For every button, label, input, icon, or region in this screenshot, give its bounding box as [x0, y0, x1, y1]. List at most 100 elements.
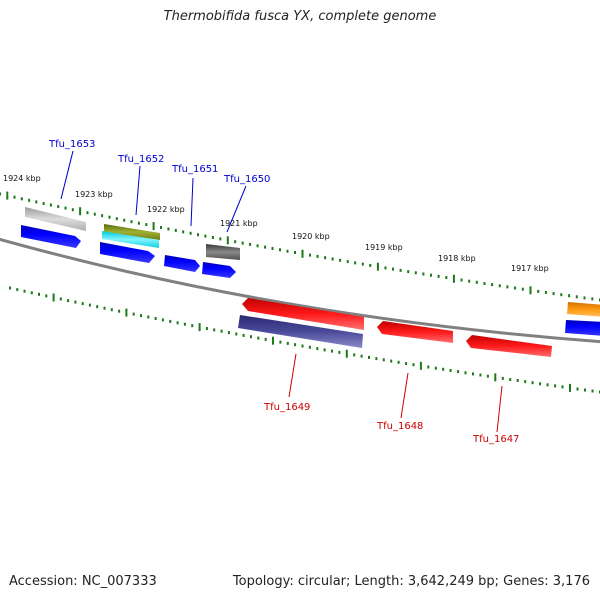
leader-tfu-1648 [400, 372, 409, 419]
inner-minor-tick [449, 369, 452, 372]
outer-minor-tick [468, 279, 471, 283]
gene-label-tfu-1650[interactable]: Tfu_1650 [223, 174, 270, 185]
gene-tfu-1647-arrow[interactable] [466, 335, 552, 357]
gene-tfu-1652-cyan[interactable] [102, 231, 159, 248]
outer-minor-tick [316, 254, 319, 258]
outer-minor-tick [174, 228, 177, 232]
outer-minor-tick [57, 205, 60, 209]
outer-minor-tick [369, 263, 372, 267]
gene-tfu-1653-bar[interactable] [25, 207, 86, 231]
inner-minor-tick [501, 376, 504, 380]
inner-tick-ruler [9, 286, 600, 394]
outer-minor-tick [422, 272, 425, 276]
gene-label-tfu-1651[interactable]: Tfu_1651 [171, 164, 218, 175]
inner-minor-tick [591, 389, 594, 393]
outer-minor-tick [498, 284, 501, 288]
outer-minor-tick [28, 198, 31, 202]
inner-minor-tick [110, 308, 113, 312]
outer-minor-tick [384, 266, 387, 270]
inner-minor-tick [464, 371, 467, 375]
inner-minor-tick [286, 341, 289, 345]
outer-minor-tick [361, 262, 364, 266]
gene-orange-bar[interactable] [567, 302, 600, 317]
inner-minor-tick [38, 292, 40, 296]
gene-tfu-1648-arrow[interactable] [377, 321, 453, 343]
outer-minor-tick [407, 270, 410, 274]
outer-minor-tick [437, 274, 440, 278]
inner-minor-tick [412, 363, 415, 367]
outer-major-tick [152, 222, 155, 231]
inner-minor-tick [132, 312, 135, 316]
outer-minor-tick [491, 283, 494, 287]
gene-label-tfu-1648[interactable]: Tfu_1648 [376, 421, 423, 432]
inner-minor-tick [584, 388, 586, 392]
genome-summary: Topology: circular; Length: 3,642,249 bp… [232, 574, 590, 589]
inner-minor-tick [294, 343, 297, 347]
inner-minor-tick [176, 321, 179, 325]
inner-minor-tick [118, 309, 121, 313]
gene-label-tfu-1647[interactable]: Tfu_1647 [472, 434, 519, 445]
outer-minor-tick [354, 261, 357, 265]
inner-minor-tick [220, 329, 223, 333]
inner-minor-tick [45, 294, 48, 298]
outer-minor-tick [49, 203, 52, 207]
gene-tfu-1649-bar[interactable] [238, 315, 363, 348]
inner-minor-tick [486, 374, 489, 378]
gene-tfu-1650-arrow[interactable] [202, 262, 236, 278]
gene-label-tfu-1649[interactable]: Tfu_1649 [263, 402, 310, 413]
gene-label-tfu-1652[interactable]: Tfu_1652 [117, 154, 164, 165]
outer-minor-tick [204, 234, 207, 238]
inner-minor-tick [375, 357, 378, 361]
inner-minor-tick [213, 328, 216, 332]
inner-minor-tick [479, 373, 482, 377]
outer-minor-tick [339, 258, 342, 262]
inner-major-tick [272, 336, 274, 345]
outer-minor-tick [101, 214, 104, 218]
outer-major-tick [6, 191, 9, 200]
outer-minor-tick [13, 195, 16, 199]
gene-tfu-1650-bar[interactable] [206, 244, 240, 260]
inner-minor-tick [331, 349, 333, 353]
inner-minor-tick [531, 381, 534, 385]
outer-minor-tick [264, 245, 267, 249]
outer-major-tick [529, 286, 532, 295]
inner-minor-tick [338, 350, 341, 354]
outer-minor-tick [575, 295, 578, 299]
outer-minor-tick [219, 237, 222, 241]
gene-tfu-1651-arrow[interactable] [164, 255, 200, 272]
outer-minor-tick [160, 226, 162, 229]
inner-minor-tick [323, 348, 326, 352]
outer-minor-tick [108, 215, 111, 219]
inner-minor-tick [434, 366, 437, 370]
inner-minor-tick [103, 306, 106, 310]
outer-minor-tick [537, 289, 540, 293]
ruler-label-1922: 1922 kbp [147, 205, 185, 214]
inner-major-tick [569, 383, 571, 392]
inner-minor-tick [368, 355, 370, 359]
outer-minor-tick [42, 202, 45, 205]
outer-minor-tick [93, 212, 96, 216]
inner-minor-tick [250, 335, 252, 339]
inner-minor-tick [316, 347, 319, 351]
outer-minor-tick [71, 208, 74, 212]
outer-minor-tick [392, 267, 394, 271]
inner-minor-tick [205, 327, 208, 330]
inner-minor-tick [16, 288, 19, 292]
gene-tfu-1653-arrow[interactable] [21, 225, 81, 248]
gene-right-arrow[interactable] [565, 320, 600, 336]
gene-label-tfu-1653[interactable]: Tfu_1653 [48, 139, 95, 150]
inner-minor-tick [427, 365, 430, 369]
outer-minor-tick [123, 218, 126, 222]
outer-minor-tick [568, 294, 571, 298]
gene-tfu-1652-arrow[interactable] [100, 242, 155, 263]
leader-tfu-1653 [60, 150, 74, 200]
outer-major-tick [79, 207, 82, 216]
outer-major-tick [376, 262, 379, 271]
inner-minor-tick [524, 380, 527, 384]
accession-text: Accession: NC_007333 [9, 574, 157, 589]
inner-minor-tick [353, 353, 356, 357]
inner-minor-tick [457, 370, 460, 374]
gene-tfu-1652-bar[interactable] [104, 224, 160, 240]
gene-tfu-1649-arrow[interactable] [242, 298, 364, 330]
outer-minor-tick [249, 242, 252, 246]
